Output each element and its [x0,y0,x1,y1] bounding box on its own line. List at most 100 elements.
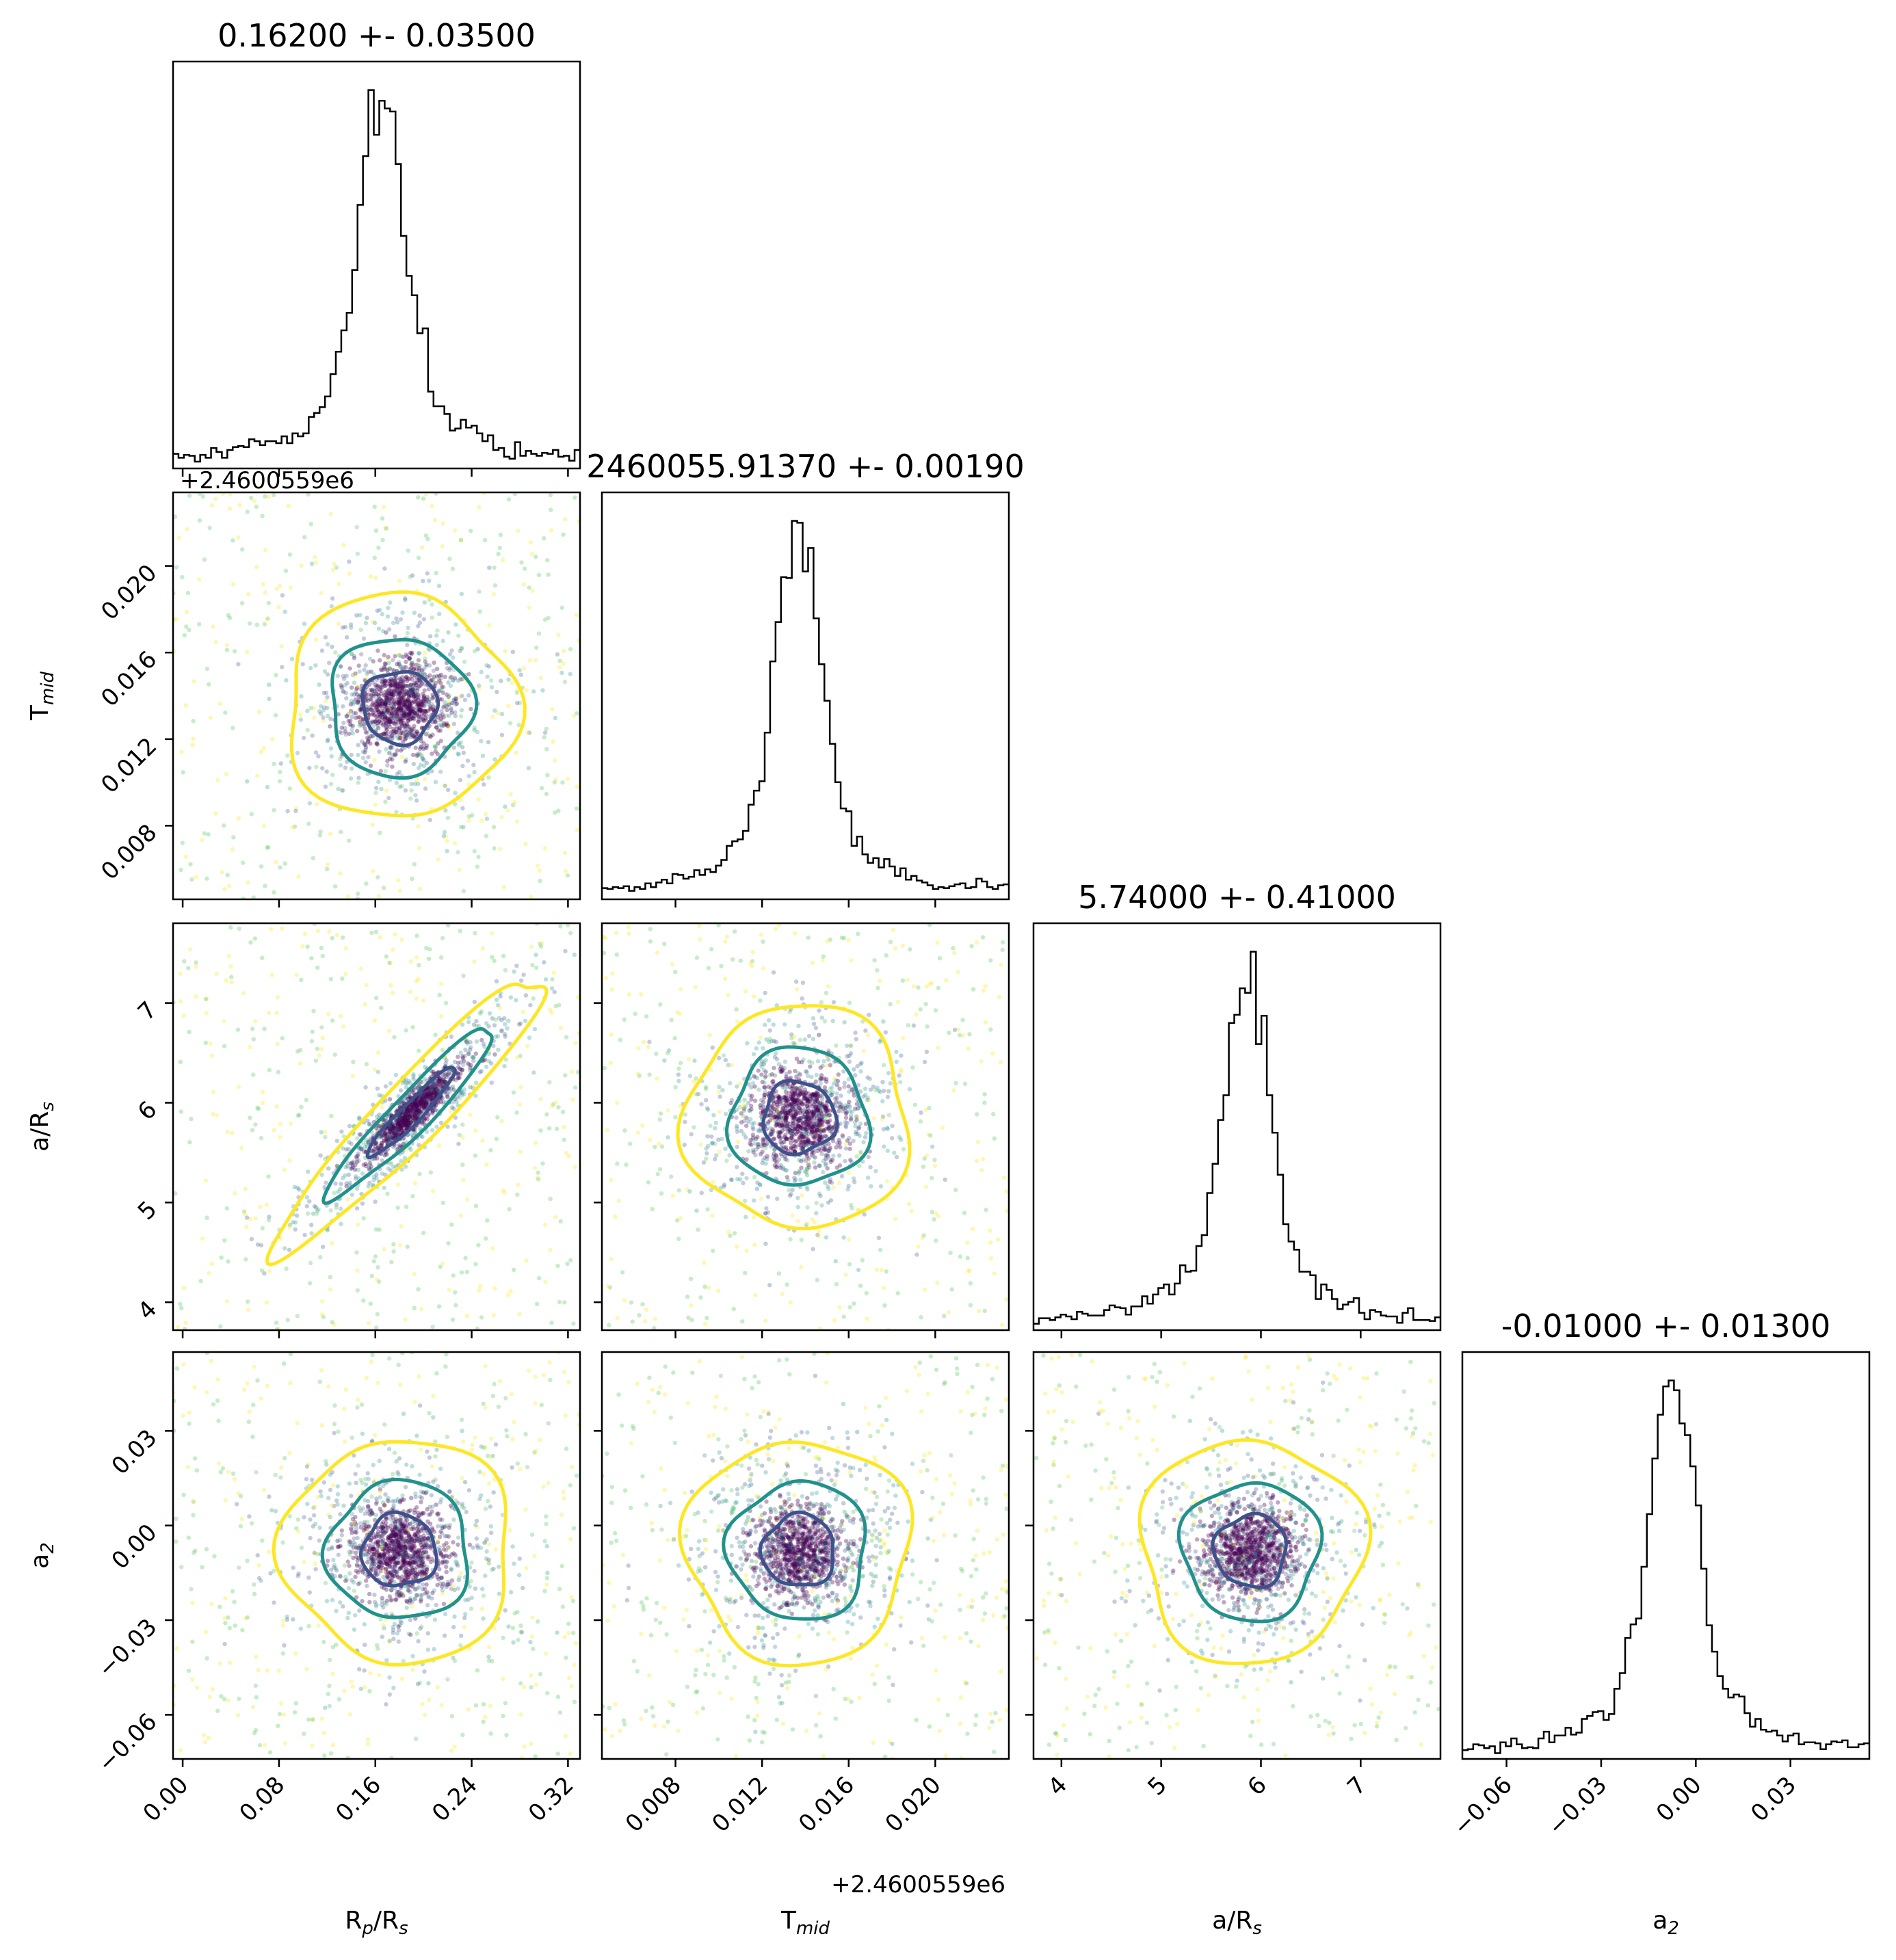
sample-point [692,1058,697,1063]
sample-point [930,980,934,985]
sample-point [379,1135,384,1139]
sample-point [411,683,416,687]
sample-point [403,596,408,601]
sample-point [783,1108,788,1113]
sample-point [704,1098,709,1103]
sample-point [409,1132,414,1137]
sample-point [382,661,388,666]
sample-point [405,1106,410,1111]
sample-point [411,667,416,672]
sample-point [502,1032,508,1037]
sample-point [376,697,381,702]
sample-point [200,494,205,499]
sample-point [551,1102,556,1107]
sample-point [858,1061,863,1067]
sample-point [776,1271,782,1276]
sample-point [352,680,357,685]
sample-point [439,1014,444,1019]
sample-point [372,1068,378,1072]
sample-point [369,707,373,712]
sample-point [382,665,387,670]
sample-point [769,1132,774,1137]
sample-point [323,1135,328,1140]
sample-point [436,715,440,720]
sample-point [758,1103,763,1108]
sample-point [287,1225,292,1230]
sample-point [371,701,376,706]
sample-point [408,1118,412,1124]
sample-point [458,538,464,543]
sample-point [378,769,383,773]
sample-point [882,1303,887,1308]
sample-point [869,1184,873,1189]
sample-point [407,1113,412,1118]
sample-point [433,744,438,749]
sample-point [558,924,563,929]
sample-point [352,1159,356,1164]
sample-point [447,724,451,729]
sample-point [793,931,798,936]
sample-point [458,825,464,830]
sample-point [349,651,354,657]
sample-point [421,696,426,700]
sample-point [540,688,545,693]
sample-point [383,711,389,715]
sample-point [398,734,403,739]
sample-point [380,516,385,521]
sample-point [454,1099,459,1104]
sample-point [846,1076,852,1082]
sample-point [256,1107,261,1111]
sample-point [395,685,401,690]
sample-point [824,1063,829,1068]
sample-point [413,1111,418,1116]
sample-point [782,1065,787,1071]
sample-point [396,680,401,686]
sample-point [411,695,416,700]
sample-point [783,1167,788,1173]
sample-point [717,1094,722,1099]
sample-point [455,1094,460,1099]
sample-point [728,1233,733,1239]
sample-point [431,1107,436,1112]
sample-point [400,1099,406,1104]
sample-point [414,699,419,704]
sample-point [258,1204,263,1210]
sample-point [410,677,414,682]
sample-point [415,696,421,701]
sample-point [400,1117,406,1122]
sample-point [395,709,400,715]
sample-point [536,1177,541,1182]
sample-point [358,715,363,720]
sample-point [811,1122,817,1127]
sample-point [456,1060,461,1065]
sample-point [782,1086,787,1091]
sample-point [382,689,388,695]
sample-point [404,691,408,697]
sample-point [383,662,388,667]
sample-point [450,700,455,706]
sample-point [399,707,404,713]
sample-point [389,695,394,700]
sample-point [855,1063,860,1069]
sample-point [927,1106,932,1111]
sample-point [788,1112,793,1117]
sample-point [358,966,363,971]
sample-point [698,1295,703,1300]
sample-point [374,688,380,693]
sample-point [267,696,272,701]
sample-point [772,1107,777,1112]
sample-point [292,1184,297,1190]
sample-point [423,1102,428,1107]
sample-point [463,1256,468,1260]
sample-point [439,688,444,693]
sample-point [834,1078,839,1083]
sample-point [753,1293,758,1298]
sample-point [448,1109,453,1114]
sample-point [704,1085,709,1089]
sample-point [659,1144,665,1149]
sample-point [399,1128,405,1133]
sample-point [476,797,481,802]
sample-point [346,1147,351,1152]
sample-point [576,638,580,644]
sample-point [406,1108,412,1113]
